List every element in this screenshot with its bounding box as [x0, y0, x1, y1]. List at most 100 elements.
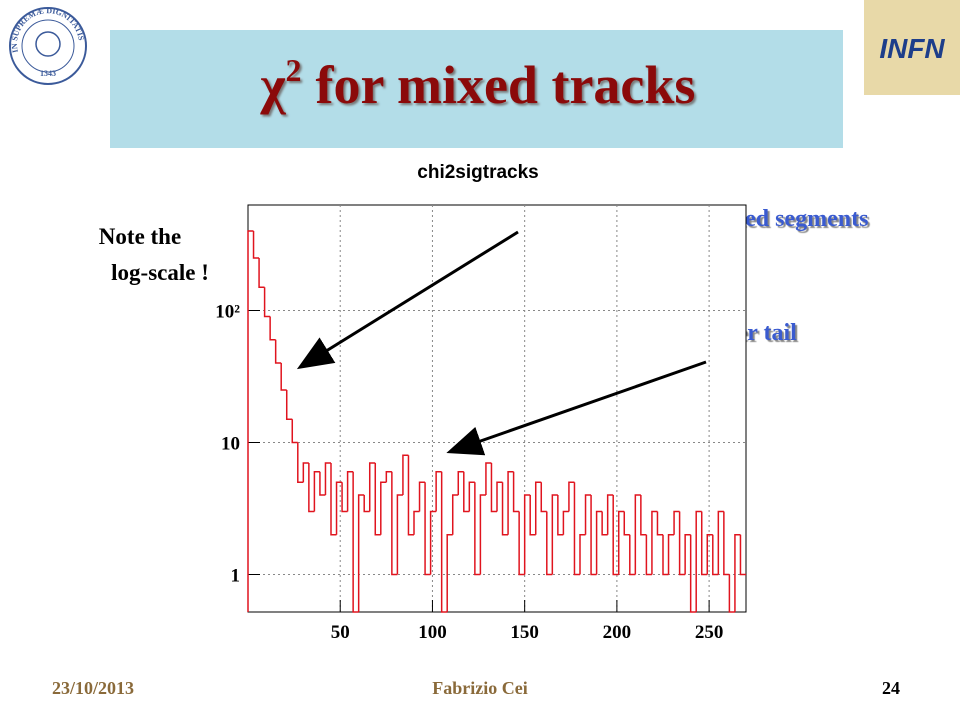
histogram-bin	[656, 511, 663, 536]
histogram-bin	[678, 511, 686, 576]
histogram-bin	[623, 511, 630, 536]
histogram-bin	[407, 455, 414, 536]
histogram-bin	[507, 471, 514, 535]
histogram-bin	[529, 495, 536, 536]
histogram-bin	[280, 363, 287, 391]
histogram-bin	[651, 510, 658, 575]
histogram-bin	[385, 471, 392, 483]
histogram-bin	[712, 534, 719, 576]
histogram-bin	[368, 462, 376, 512]
histogram-bin	[700, 511, 708, 576]
title-sup: 2	[286, 52, 302, 88]
histogram-bin	[573, 482, 580, 576]
histogram-bin	[673, 510, 680, 535]
histogram-bin	[335, 481, 343, 535]
histogram-bin	[728, 574, 735, 613]
histogram-bin	[734, 534, 741, 612]
histogram-bin	[446, 534, 453, 612]
histogram-bin	[297, 442, 304, 483]
y-tick-label: 10	[221, 434, 240, 455]
x-tick-label: 50	[331, 622, 350, 643]
footer-author: Fabrizio Cei	[432, 678, 527, 698]
arrow	[296, 230, 519, 370]
arrow	[446, 360, 707, 456]
histogram-bin	[302, 462, 309, 483]
histogram-bin	[402, 454, 409, 496]
histogram-bin	[247, 230, 254, 612]
histogram-bin	[269, 316, 276, 341]
histogram-bin	[380, 481, 387, 535]
seal-year: 1343	[40, 69, 56, 78]
histogram-bin	[723, 511, 730, 576]
histogram-bin	[617, 510, 625, 575]
histogram-bin	[739, 534, 746, 576]
histogram-bin	[252, 231, 260, 259]
histogram-bin	[512, 471, 520, 513]
histogram-bin	[479, 494, 486, 575]
histogram-bin	[391, 471, 398, 576]
x-tick-label: 150	[510, 622, 539, 643]
histogram-bin	[413, 510, 420, 535]
histogram-bin	[540, 482, 547, 513]
histogram-bin	[490, 462, 497, 513]
histogram-bin	[285, 389, 293, 421]
histogram-bin	[468, 481, 475, 512]
histogram-bin	[330, 462, 337, 536]
note: log-scale !	[111, 260, 209, 285]
histogram-bin	[689, 534, 697, 613]
histogram-bin	[606, 494, 614, 535]
page-number: 24	[882, 678, 900, 698]
histogram-bin	[579, 534, 586, 575]
histogram-bin	[629, 534, 636, 576]
histogram-bin	[463, 471, 470, 513]
histogram-bin	[424, 482, 431, 576]
histogram-bin	[496, 481, 503, 512]
histogram-bin	[662, 534, 669, 576]
histogram-bin	[612, 495, 619, 576]
histogram-bin	[557, 495, 564, 536]
chart-title: chi2sigtracks	[417, 162, 538, 183]
histogram-bin	[291, 419, 298, 444]
histogram-bin	[595, 510, 603, 575]
histogram-bin	[308, 462, 315, 513]
histogram-bin	[313, 471, 320, 512]
histogram-bin	[568, 481, 575, 512]
histogram-bin	[546, 511, 553, 576]
title-banner	[110, 30, 843, 148]
histogram-bin	[363, 495, 370, 513]
histogram-bin	[396, 494, 403, 575]
histogram-bin	[717, 510, 724, 575]
histogram-bin	[451, 494, 459, 535]
histogram-bin	[485, 462, 492, 496]
histogram-bin	[590, 495, 597, 576]
histogram-bin	[319, 471, 326, 496]
histogram-bin	[440, 471, 448, 613]
histogram-bin	[601, 511, 608, 536]
histogram-bin	[435, 471, 442, 512]
histogram-bin	[418, 481, 426, 512]
footer-date: 23/10/2013	[52, 678, 134, 698]
logo-bg	[864, 0, 960, 95]
histogram-bin	[584, 494, 592, 535]
histogram-bin	[640, 495, 647, 536]
note: Note the	[99, 224, 181, 249]
logo: INFN	[879, 33, 945, 64]
title-rest: for mixed tracks	[316, 55, 696, 115]
histogram-bin	[695, 510, 702, 612]
histogram-bin	[551, 494, 558, 575]
x-tick-label: 250	[695, 622, 724, 643]
y-tick-label: 10²	[215, 302, 240, 323]
histogram-bin	[645, 534, 652, 576]
histogram-bin	[518, 511, 525, 576]
title-symbol: χ	[260, 55, 287, 115]
histogram-bin	[341, 482, 348, 513]
histogram-bin	[258, 257, 265, 289]
histogram-bin	[274, 339, 282, 364]
histogram-bin	[352, 471, 359, 613]
histogram-bin	[346, 471, 354, 512]
histogram-bin	[634, 494, 641, 575]
histogram-bin	[667, 534, 675, 575]
plot-area	[247, 204, 747, 613]
histogram-bin	[534, 481, 542, 535]
